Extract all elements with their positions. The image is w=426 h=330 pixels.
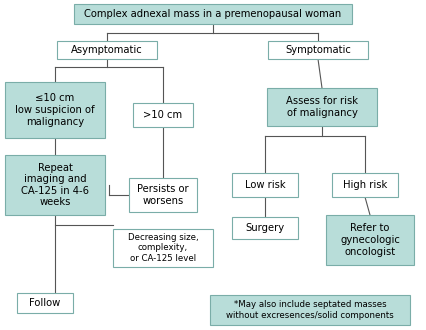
FancyBboxPatch shape [326,215,414,265]
Text: Refer to
gynecologic
oncologist: Refer to gynecologic oncologist [340,223,400,257]
FancyBboxPatch shape [210,295,410,325]
Text: ≤10 cm
low suspicion of
malignancy: ≤10 cm low suspicion of malignancy [15,93,95,127]
FancyBboxPatch shape [232,217,298,239]
Text: Surgery: Surgery [245,223,285,233]
FancyBboxPatch shape [133,103,193,127]
FancyBboxPatch shape [232,173,298,197]
FancyBboxPatch shape [129,178,197,212]
Text: Assess for risk
of malignancy: Assess for risk of malignancy [286,96,358,118]
Text: Repeat
imaging and
CA-125 in 4-6
weeks: Repeat imaging and CA-125 in 4-6 weeks [21,163,89,207]
Text: Decreasing size,
complexity,
or CA-125 level: Decreasing size, complexity, or CA-125 l… [128,233,199,263]
FancyBboxPatch shape [5,82,105,138]
FancyBboxPatch shape [268,41,368,59]
FancyBboxPatch shape [267,88,377,126]
FancyBboxPatch shape [57,41,157,59]
Text: Complex adnexal mass in a premenopausal woman: Complex adnexal mass in a premenopausal … [84,9,342,19]
Text: Asymptomatic: Asymptomatic [71,45,143,55]
Text: Persists or
worsens: Persists or worsens [137,184,189,206]
Text: *May also include septated masses
without excresences/solid components: *May also include septated masses withou… [226,300,394,320]
FancyBboxPatch shape [113,229,213,267]
Text: Follow: Follow [29,298,60,308]
Text: Symptomatic: Symptomatic [285,45,351,55]
FancyBboxPatch shape [5,155,105,215]
FancyBboxPatch shape [332,173,398,197]
Text: Low risk: Low risk [245,180,285,190]
FancyBboxPatch shape [17,293,73,313]
Text: High risk: High risk [343,180,387,190]
FancyBboxPatch shape [74,4,352,24]
Text: >10 cm: >10 cm [144,110,183,120]
